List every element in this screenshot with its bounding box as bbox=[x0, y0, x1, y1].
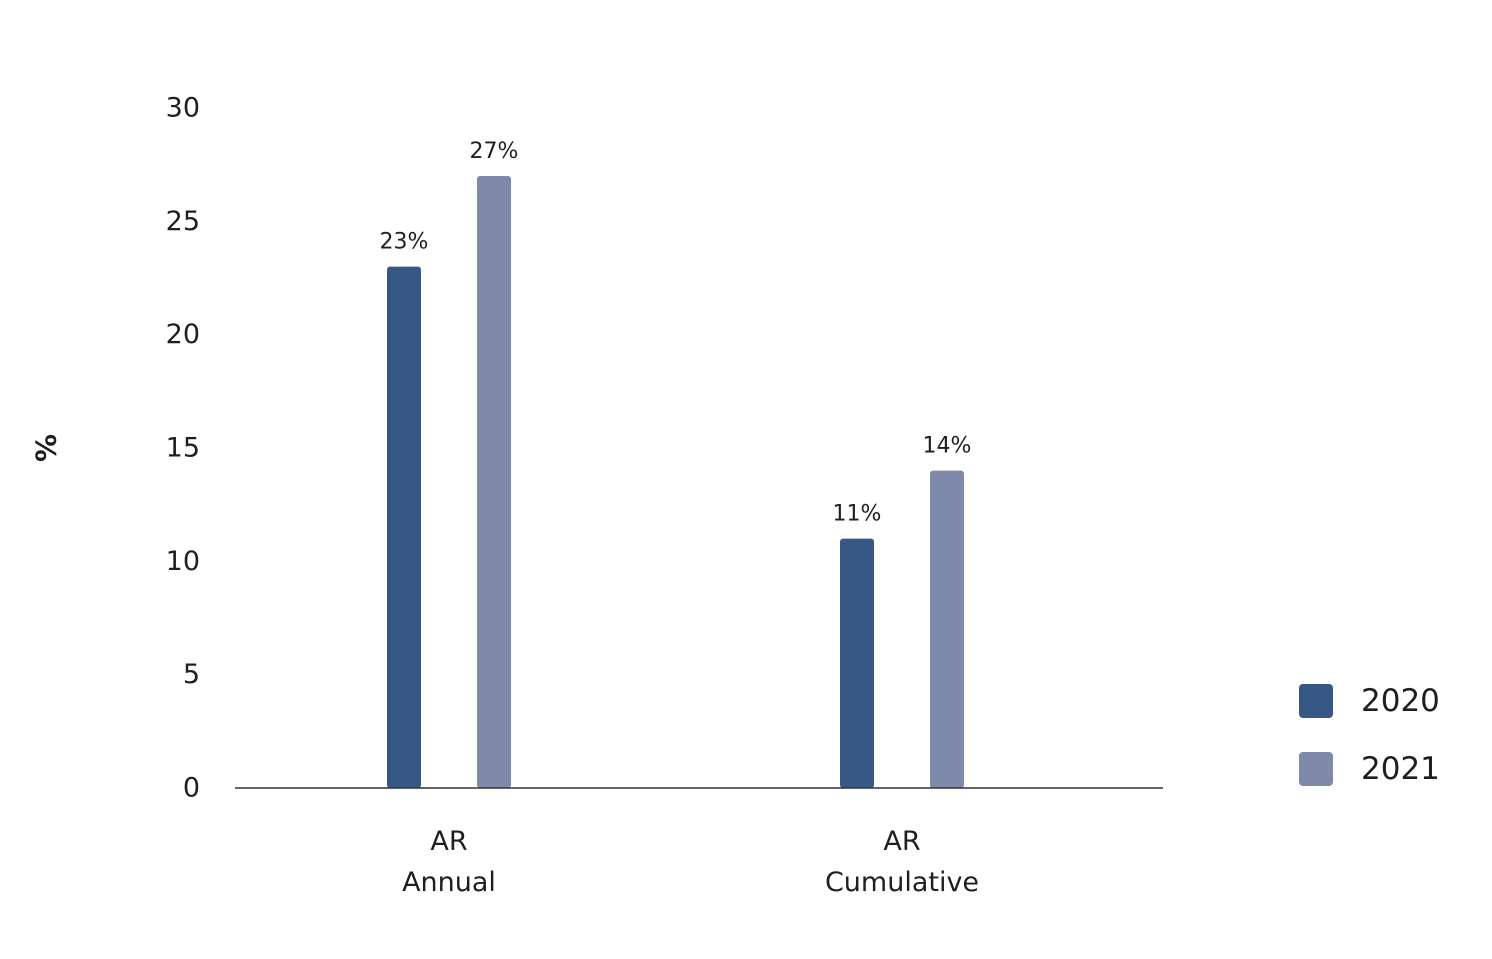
y-tick-label-0: 0 bbox=[183, 773, 200, 804]
y-tick-label-30: 30 bbox=[166, 93, 200, 124]
category-label-line1-1: AR bbox=[883, 826, 920, 857]
category-label-line2-1: Cumulative bbox=[825, 867, 979, 898]
legend-label-2021: 2021 bbox=[1361, 751, 1440, 787]
y-tick-label-15: 15 bbox=[166, 433, 200, 464]
y-tick-label-10: 10 bbox=[166, 546, 200, 577]
category-label-line2-0: Annual bbox=[402, 867, 496, 898]
y-tick-label-20: 20 bbox=[166, 319, 200, 350]
data-label-2020-1: 11% bbox=[833, 502, 882, 527]
y-tick-label-5: 5 bbox=[183, 659, 200, 690]
x-axis: AR Annual AR Cumulative bbox=[402, 826, 979, 898]
bar-2020-1 bbox=[840, 538, 874, 788]
data-label-2021-1: 14% bbox=[923, 434, 972, 459]
y-tick-label-25: 25 bbox=[166, 206, 200, 237]
legend-label-2020: 2020 bbox=[1361, 683, 1440, 719]
legend-swatch-2020 bbox=[1299, 684, 1333, 718]
legend-swatch-2021 bbox=[1299, 752, 1333, 786]
data-label-2020-0: 23% bbox=[380, 230, 429, 255]
y-axis: 0 5 10 15 20 25 30 bbox=[166, 93, 200, 804]
bar-2021-1 bbox=[930, 470, 964, 788]
bar-2021-0 bbox=[477, 176, 511, 788]
bars: 23% 11% 27% 14% bbox=[380, 139, 972, 789]
bar-2020-0 bbox=[387, 266, 421, 789]
y-axis-label: % bbox=[30, 434, 63, 462]
legend: 2020 2021 bbox=[1299, 683, 1440, 787]
data-label-2021-0: 27% bbox=[470, 139, 519, 164]
category-label-line1-0: AR bbox=[430, 826, 467, 857]
